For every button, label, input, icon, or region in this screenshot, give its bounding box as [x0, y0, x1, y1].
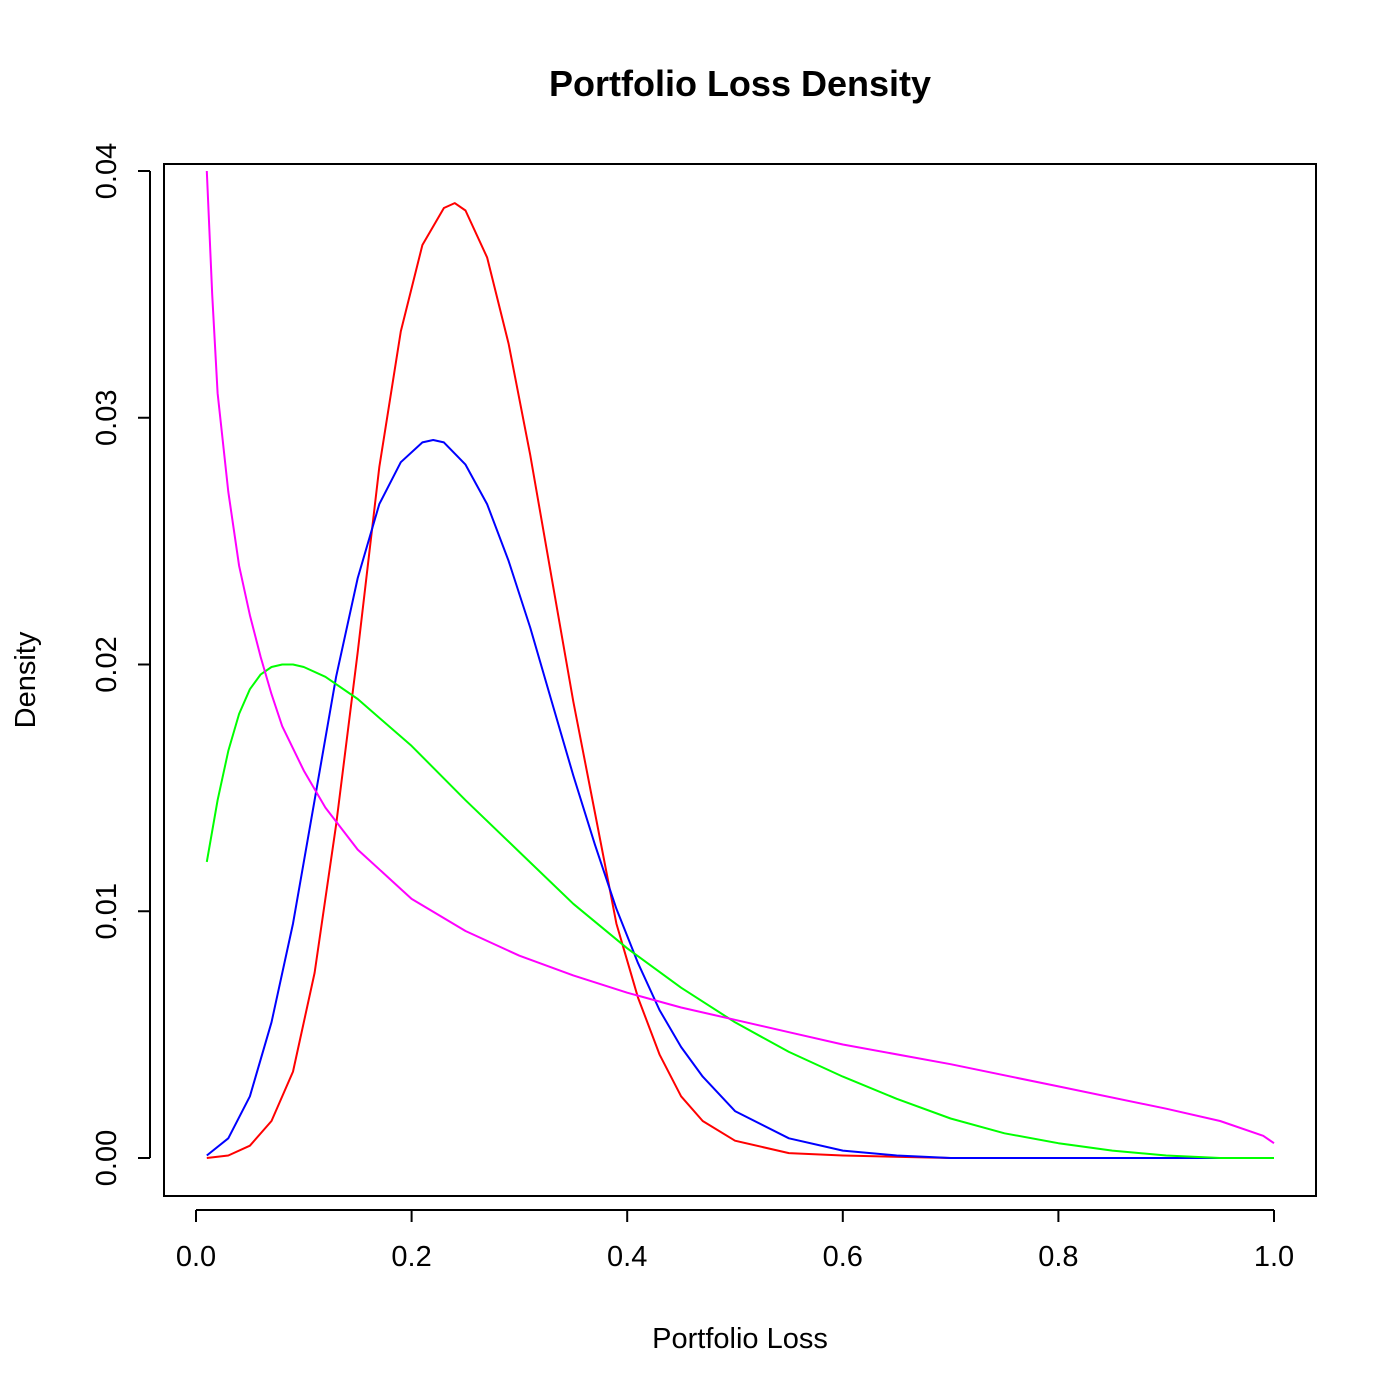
chart-title: Portfolio Loss Density — [549, 63, 931, 104]
y-tick-label: 0.01 — [91, 883, 123, 939]
series-blue-line — [206, 439, 1274, 1159]
y-tick-label: 0.02 — [91, 636, 123, 692]
y-tick-label: 0.04 — [91, 143, 123, 199]
x-tick-label: 0.2 — [391, 1241, 431, 1273]
x-tick-label: 0.0 — [176, 1241, 216, 1273]
series-green-line — [205, 663, 1274, 1159]
series-magenta-line — [205, 170, 1275, 1145]
y-tick-label: 0.03 — [91, 390, 123, 446]
x-tick-label: 1.0 — [1254, 1241, 1294, 1273]
series-layer — [205, 170, 1275, 1159]
x-tick-label: 0.6 — [823, 1241, 863, 1273]
x-axis: 0.0 0.2 0.4 0.6 0.8 1.0 — [176, 1209, 1294, 1273]
x-tick-label: 0.4 — [607, 1241, 647, 1273]
series-red-line — [206, 202, 1274, 1159]
x-tick-label: 0.8 — [1038, 1241, 1078, 1273]
x-axis-label: Portfolio Loss — [652, 1323, 828, 1355]
plot-frame — [163, 163, 1317, 1197]
y-axis-label: Density — [10, 631, 42, 728]
y-axis: 0.00 0.01 0.02 0.03 0.04 — [91, 143, 151, 1186]
y-tick-label: 0.00 — [91, 1130, 123, 1186]
